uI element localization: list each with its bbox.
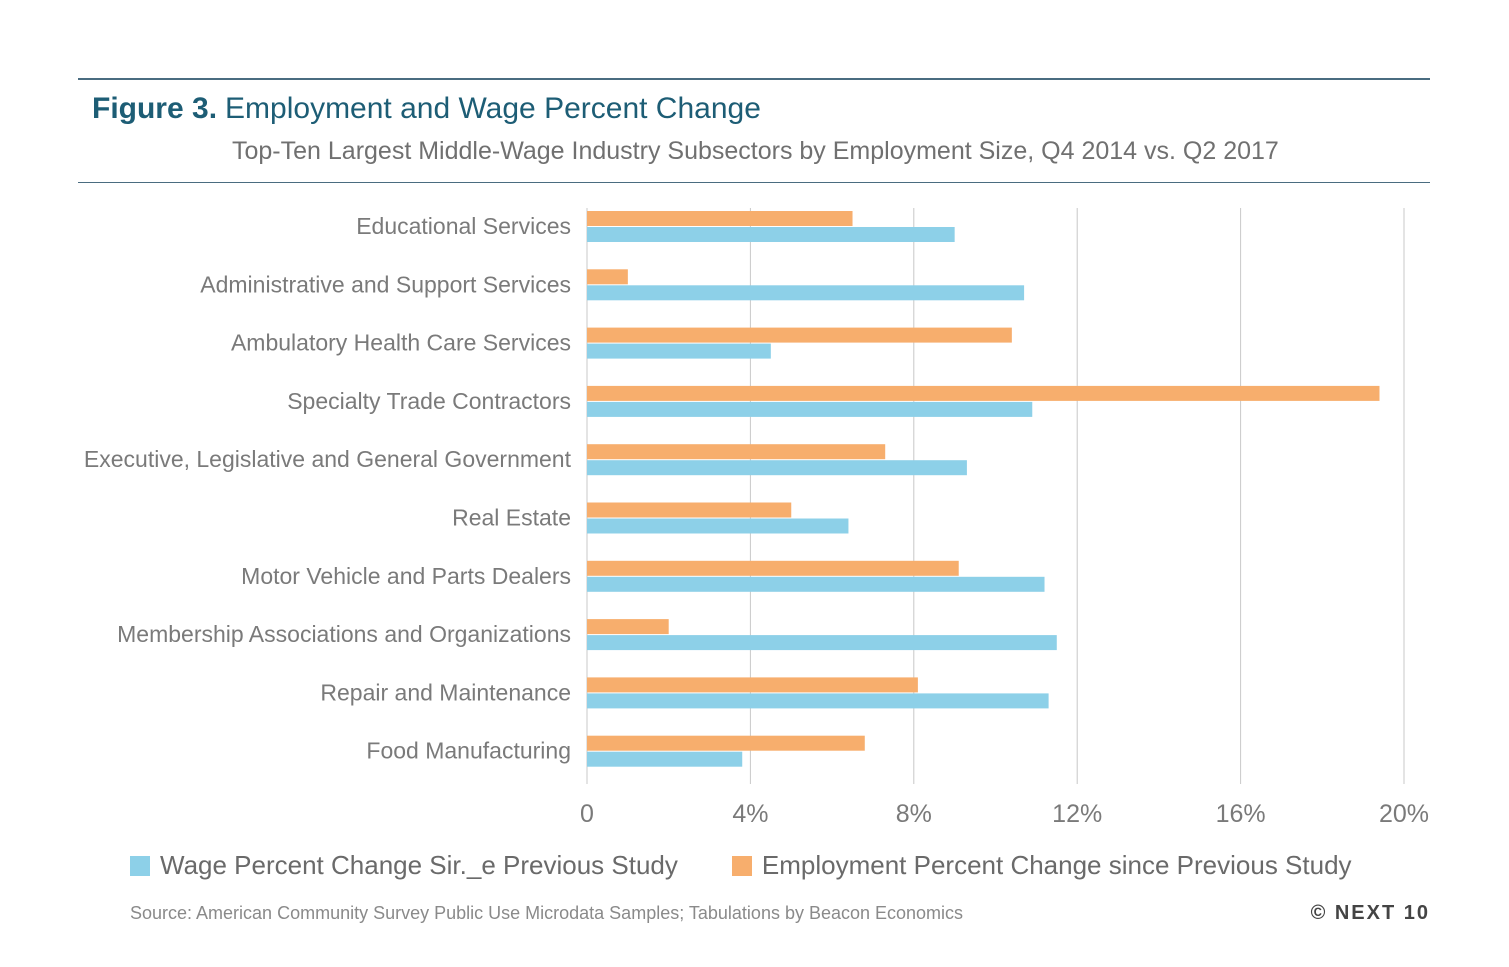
x-tick-label-1: 4% — [732, 800, 768, 828]
wage-bar-2 — [587, 343, 771, 359]
wage-bar-3 — [587, 401, 1033, 417]
legend-item-employment: Employment Percent Change since Previous… — [731, 850, 1352, 881]
category-label-2: Ambulatory Health Care Services — [231, 330, 571, 356]
category-label-4: Executive, Legislative and General Gover… — [84, 446, 572, 472]
x-tick-label-2: 8% — [896, 800, 932, 828]
wage-bar-5 — [587, 518, 849, 534]
wage-bar-4 — [587, 460, 967, 476]
wage-bar-7 — [587, 635, 1057, 651]
legend-swatch-wage — [130, 855, 150, 876]
category-label-9: Food Manufacturing — [366, 738, 571, 764]
bar-chart: 0 4% 8% 12% 16% 20% Educational Services Admini… — [84, 208, 1429, 828]
employment-bar-6 — [587, 560, 959, 576]
employment-bar-0 — [587, 211, 853, 226]
legend-swatch-employment — [731, 855, 752, 876]
employment-bar-1 — [587, 269, 628, 285]
wage-bar-8 — [587, 693, 1049, 709]
top-rule — [78, 78, 1430, 80]
employment-bar-9 — [587, 735, 865, 751]
employment-bar-2 — [587, 327, 1012, 343]
employment-bar-8 — [587, 677, 918, 693]
figure-subtitle: Top-Ten Largest Middle-Wage Industry Sub… — [232, 137, 1279, 165]
employment-bar-5 — [587, 502, 792, 518]
x-tick-label-4: 16% — [1216, 800, 1266, 828]
legend-label-employment: Employment Percent Change since Previous… — [761, 850, 1352, 880]
employment-bar-3 — [587, 385, 1380, 401]
category-label-0: Educational Services — [356, 213, 571, 239]
employment-bar-7 — [587, 619, 669, 635]
category-label-1: Administrative and Support Services — [200, 271, 571, 297]
figure-title-text: Employment and Wage Percent Change — [225, 92, 761, 125]
brand-logo: © NEXT 10 — [1310, 902, 1430, 924]
wage-bar-9 — [587, 751, 743, 767]
wage-bar-6 — [587, 576, 1045, 592]
wage-bar-0 — [587, 227, 955, 242]
figure-label: Figure 3. — [92, 92, 218, 125]
category-label-5: Real Estate — [452, 505, 571, 531]
figure-title: Figure 3. Employment and Wage Percent Cha… — [92, 92, 761, 126]
employment-bar-4 — [587, 444, 886, 460]
category-label-6: Motor Vehicle and Parts Dealers — [241, 563, 571, 589]
legend-item-wage: Wage Percent Change Sir._e Previous Stud… — [130, 850, 678, 881]
category-label-3: Specialty Trade Contractors — [287, 388, 571, 414]
wage-bar-1 — [587, 285, 1025, 301]
header-divider — [78, 182, 1430, 183]
category-label-8: Repair and Maintenance — [320, 679, 571, 705]
source-note: Source: American Community Survey Public… — [130, 903, 964, 923]
category-label-7: Membership Associations and Organization… — [117, 621, 571, 647]
x-tick-label-3: 12% — [1052, 800, 1102, 828]
legend-label-wage: Wage Percent Change Sir._e Previous Stud… — [160, 850, 678, 880]
chart-legend: Wage Percent Change Sir._e Previous Stud… — [130, 850, 1406, 881]
x-tick-label-5: 20% — [1379, 800, 1429, 828]
x-tick-label-0: 0 — [580, 800, 594, 828]
